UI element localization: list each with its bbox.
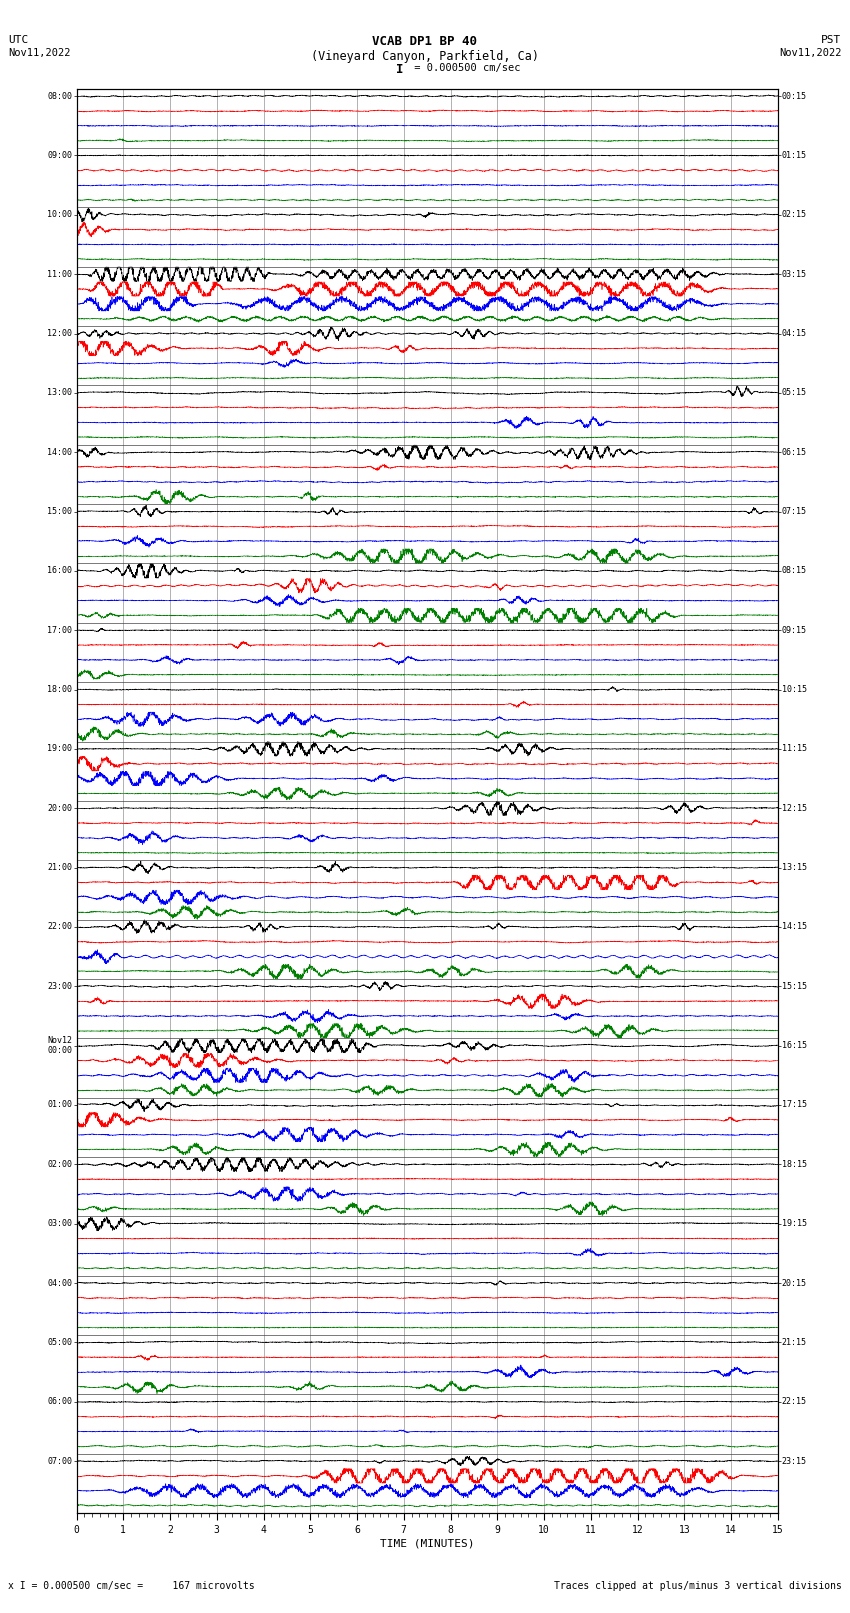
Text: Nov11,2022: Nov11,2022: [8, 48, 71, 58]
Text: Traces clipped at plus/minus 3 vertical divisions: Traces clipped at plus/minus 3 vertical …: [553, 1581, 842, 1590]
Text: (Vineyard Canyon, Parkfield, Ca): (Vineyard Canyon, Parkfield, Ca): [311, 50, 539, 63]
Text: PST: PST: [821, 35, 842, 45]
Text: Nov11,2022: Nov11,2022: [779, 48, 842, 58]
X-axis label: TIME (MINUTES): TIME (MINUTES): [380, 1539, 474, 1548]
Text: UTC: UTC: [8, 35, 29, 45]
Text: x I = 0.000500 cm/sec =     167 microvolts: x I = 0.000500 cm/sec = 167 microvolts: [8, 1581, 255, 1590]
Text: VCAB DP1 BP 40: VCAB DP1 BP 40: [372, 35, 478, 48]
Text: I: I: [396, 63, 403, 76]
Text: = 0.000500 cm/sec: = 0.000500 cm/sec: [408, 63, 520, 73]
